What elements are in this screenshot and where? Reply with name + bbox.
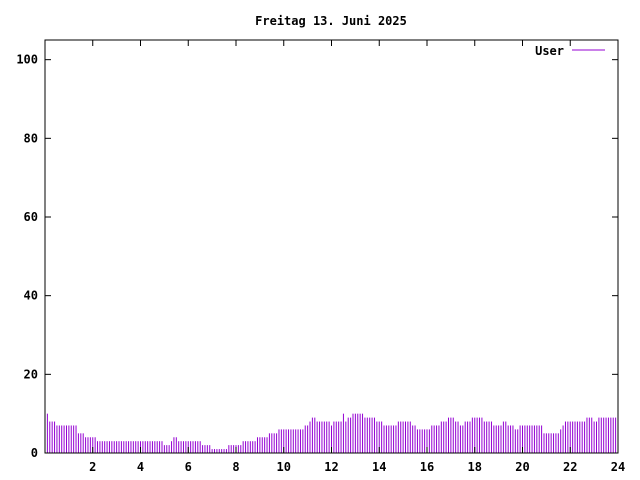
legend: User [535, 44, 605, 58]
x-tick-label: 2 [89, 460, 96, 474]
y-tick-label: 80 [24, 131, 38, 145]
x-tick-label: 6 [185, 460, 192, 474]
y-tick-label: 0 [31, 446, 38, 460]
chart-title: Freitag 13. Juni 2025 [255, 14, 407, 28]
bar-series [44, 413, 619, 453]
x-axis-labels: 2 4 6 8 10 12 14 16 18 20 22 24 [89, 460, 625, 474]
legend-label-user: User [535, 44, 564, 58]
x-tick-label: 20 [515, 460, 529, 474]
y-tick-label: 60 [24, 210, 38, 224]
y-tick-label: 40 [24, 289, 38, 303]
x-tick-label: 8 [232, 460, 239, 474]
x-tick-label: 22 [563, 460, 577, 474]
x-tick-label: 4 [137, 460, 144, 474]
plot-frame [44, 39, 619, 454]
y-axis-labels: 0 20 40 60 80 100 [16, 53, 38, 460]
y-tick-label: 20 [24, 367, 38, 381]
x-tick-label: 14 [372, 460, 386, 474]
y-tick-label: 100 [16, 53, 38, 67]
x-tick-label: 12 [324, 460, 338, 474]
x-tick-label: 10 [277, 460, 291, 474]
x-tick-label: 24 [611, 460, 625, 474]
axis-ticks [45, 40, 619, 454]
x-tick-label: 16 [420, 460, 434, 474]
x-tick-label: 18 [468, 460, 482, 474]
